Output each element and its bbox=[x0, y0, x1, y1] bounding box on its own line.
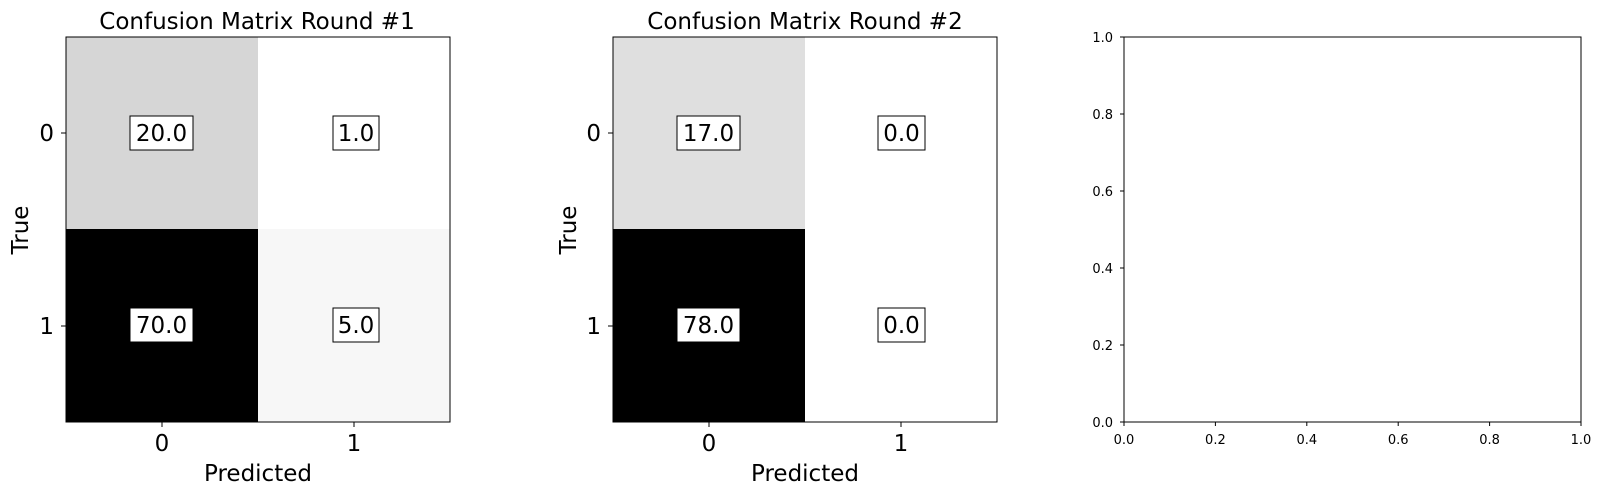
plot-frame bbox=[1123, 36, 1582, 423]
chart-title: Confusion Matrix Round #2 bbox=[647, 9, 962, 35]
cell-value-label: 70.0 bbox=[136, 313, 187, 339]
cell-label-box bbox=[877, 115, 926, 151]
y-axis: 0 1 True bbox=[8, 121, 66, 340]
cell-value-label: 78.0 bbox=[683, 313, 734, 339]
x-axis-label: Predicted bbox=[204, 461, 312, 487]
cell-value-label: 20.0 bbox=[136, 121, 187, 147]
x-axis: 0.0 0.2 0.4 0.6 0.8 1.0 bbox=[1114, 422, 1592, 448]
y-axis: 0 1 True bbox=[556, 121, 613, 340]
cell-label-box bbox=[129, 115, 194, 151]
y-tick-label: 0.4 bbox=[1092, 262, 1113, 277]
heatmap-cells bbox=[613, 37, 997, 422]
y-tick-label: 0.8 bbox=[1092, 108, 1113, 123]
confusion-matrix-1: Confusion Matrix Round #1 20.0 1.0 70.0 … bbox=[8, 9, 451, 487]
x-tick-label: 0.6 bbox=[1388, 433, 1409, 448]
x-axis: 0 1 Predicted bbox=[155, 422, 362, 487]
x-tick-label: 0 bbox=[155, 431, 170, 457]
empty-axes: 0.0 0.2 0.4 0.6 0.8 1.0 0.0 0.2 0.4 0.6 … bbox=[1092, 31, 1591, 448]
y-tick-label: 1 bbox=[39, 314, 54, 340]
y-axis-label: True bbox=[8, 206, 34, 256]
x-tick-label: 0.2 bbox=[1205, 433, 1226, 448]
y-tick-label: 0 bbox=[39, 121, 54, 147]
plot-frame bbox=[612, 36, 998, 423]
y-tick-label: 1.0 bbox=[1092, 31, 1113, 46]
y-axis-label: True bbox=[556, 206, 582, 256]
cell-labels: 17.0 0.0 78.0 0.0 bbox=[676, 115, 926, 343]
cell-label-box bbox=[129, 307, 194, 343]
cell-label-box bbox=[676, 307, 741, 343]
cell-value-label: 1.0 bbox=[338, 121, 375, 147]
y-tick-label: 0.0 bbox=[1092, 416, 1113, 431]
y-tick-label: 0.2 bbox=[1092, 339, 1113, 354]
y-tick-label: 0 bbox=[586, 121, 601, 147]
y-tick-label: 0.6 bbox=[1092, 185, 1113, 200]
x-tick-label: 1.0 bbox=[1571, 433, 1592, 448]
x-tick-label: 1 bbox=[347, 431, 362, 457]
x-axis-label: Predicted bbox=[751, 461, 859, 487]
y-tick-label: 1 bbox=[586, 314, 601, 340]
cell-value-label: 5.0 bbox=[338, 313, 375, 339]
plot-frame bbox=[65, 36, 451, 423]
heatmap-cells bbox=[66, 37, 450, 422]
cell-label-box bbox=[676, 115, 741, 151]
x-axis: 0 1 Predicted bbox=[702, 422, 909, 487]
cell-label-box bbox=[332, 307, 380, 343]
x-tick-label: 0.4 bbox=[1296, 433, 1317, 448]
cell-value-label: 0.0 bbox=[883, 121, 920, 147]
x-tick-label: 0 bbox=[702, 431, 717, 457]
cell-value-label: 17.0 bbox=[683, 121, 734, 147]
cell-label-box bbox=[877, 307, 926, 343]
cell-labels: 20.0 1.0 70.0 5.0 bbox=[129, 115, 380, 343]
chart-title: Confusion Matrix Round #1 bbox=[99, 9, 414, 35]
confusion-matrix-2: Confusion Matrix Round #2 17.0 0.0 78.0 … bbox=[556, 9, 998, 487]
x-tick-label: 0.0 bbox=[1114, 433, 1135, 448]
y-axis: 0.0 0.2 0.4 0.6 0.8 1.0 bbox=[1092, 31, 1124, 431]
cell-label-box bbox=[332, 115, 380, 151]
x-tick-label: 0.8 bbox=[1479, 433, 1500, 448]
cell-value-label: 0.0 bbox=[883, 313, 920, 339]
x-tick-label: 1 bbox=[894, 431, 909, 457]
